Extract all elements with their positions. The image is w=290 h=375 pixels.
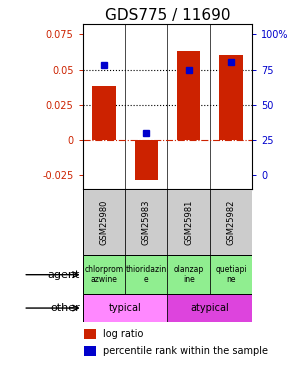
Bar: [210, 189, 252, 255]
Text: GSM25980: GSM25980: [99, 200, 108, 245]
Bar: [220, 56, 243, 140]
Text: atypical: atypical: [191, 303, 229, 313]
Bar: [83, 189, 125, 255]
Text: GSM25983: GSM25983: [142, 200, 151, 245]
Bar: [125, 255, 167, 294]
Text: olanzap
ine: olanzap ine: [173, 265, 204, 284]
Text: other: other: [50, 303, 80, 313]
Text: typical: typical: [109, 303, 142, 313]
Bar: [167, 255, 210, 294]
Bar: [125, 189, 167, 255]
Bar: [167, 294, 252, 322]
Bar: [177, 51, 200, 140]
Text: thioridazin
e: thioridazin e: [126, 265, 167, 284]
Text: GSM25982: GSM25982: [226, 200, 235, 245]
Bar: [83, 294, 167, 322]
Text: percentile rank within the sample: percentile rank within the sample: [103, 346, 268, 355]
Text: chlorprom
azwine: chlorprom azwine: [84, 265, 124, 284]
Text: GSM25981: GSM25981: [184, 200, 193, 245]
Text: quetiapi
ne: quetiapi ne: [215, 265, 247, 284]
Bar: [84, 346, 96, 356]
Bar: [92, 86, 115, 140]
Bar: [135, 140, 158, 180]
Text: agent: agent: [47, 270, 80, 280]
Bar: [83, 255, 125, 294]
Title: GDS775 / 11690: GDS775 / 11690: [105, 8, 230, 23]
Text: log ratio: log ratio: [103, 329, 143, 339]
Bar: [210, 255, 252, 294]
Bar: [84, 328, 96, 339]
Bar: [167, 189, 210, 255]
